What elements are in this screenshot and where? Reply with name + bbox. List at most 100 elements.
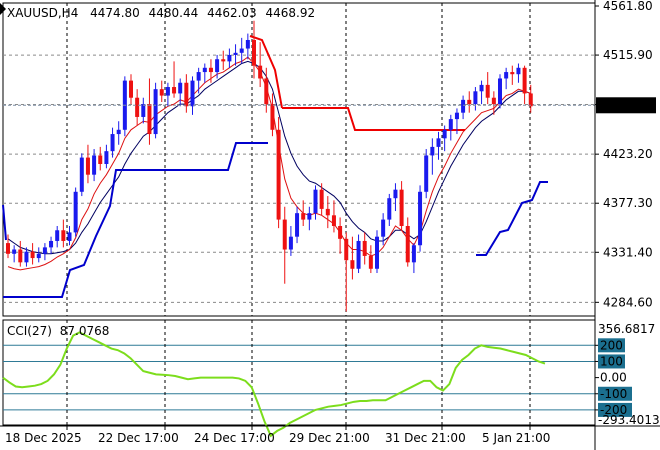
ma-slow-path (7, 60, 531, 255)
candle-body (104, 151, 109, 164)
candle-body (6, 243, 10, 254)
candle-body (313, 189, 318, 214)
candle-body (522, 67, 527, 94)
candle-body (430, 146, 435, 156)
candle-body (375, 236, 379, 269)
close-value: 4468.92 (266, 6, 316, 20)
candle-body (36, 253, 41, 259)
candle-body (528, 93, 533, 107)
candle-body (24, 251, 29, 263)
candle-body (239, 48, 244, 53)
candle-body (301, 213, 306, 220)
candle-body (356, 240, 361, 269)
candle-body (307, 213, 312, 220)
ma-fast-line (7, 56, 531, 271)
candle-body (92, 155, 97, 175)
candle-body (79, 157, 84, 192)
candle-body (202, 67, 207, 73)
candle-body (276, 129, 281, 220)
stop-red-line-upper (249, 35, 283, 109)
candle-body (325, 208, 330, 216)
candle-body (252, 39, 256, 66)
cci-header: CCI(27) 87.0768 (7, 324, 109, 338)
candle-body (338, 225, 343, 239)
candle-body (442, 129, 447, 139)
cci-max-label: 356.6817 (598, 322, 655, 336)
cci-level-tag (598, 386, 632, 401)
price-tick-label: 4377.30 (603, 196, 653, 210)
candle-body (516, 67, 521, 75)
candle-body (110, 134, 115, 152)
candle-body (424, 155, 429, 192)
stop-blue-line-recent (476, 181, 548, 256)
candle-body (362, 240, 367, 256)
candle-body (55, 230, 60, 241)
candle-body (485, 84, 490, 98)
cci-path (2, 331, 546, 438)
candle-body (73, 191, 78, 233)
candle-body (42, 247, 47, 254)
candle-body (405, 225, 410, 263)
cci-level-tag (598, 402, 632, 417)
cci-grid (3, 320, 595, 425)
cci-level-label: -100 (600, 387, 627, 401)
candle-body (461, 99, 466, 113)
candle-body (233, 52, 238, 55)
time-tick-label: 22 Dec 17:00 (98, 431, 179, 445)
candle-body (368, 255, 373, 269)
current-price-tag (596, 97, 656, 114)
candle-body (178, 82, 183, 94)
candle-body (331, 215, 336, 226)
candle-body (129, 80, 133, 98)
stop-blue-line (3, 142, 268, 298)
candle-body (387, 198, 392, 220)
price-pane (2, 2, 596, 317)
candle-body (159, 89, 164, 96)
candle-body (393, 189, 398, 199)
candle-body (116, 129, 121, 135)
high-value: 4480.44 (149, 6, 199, 20)
candle-body (264, 78, 269, 105)
candle-body (49, 240, 54, 248)
cci-level-tag (598, 338, 625, 353)
candle-body (479, 84, 484, 92)
open-value: 4474.80 (90, 6, 140, 20)
price-tick-label: 4515.90 (603, 48, 653, 62)
stop-lines (2, 35, 548, 298)
candle-body (491, 97, 496, 105)
candle-body (399, 189, 404, 226)
candle-body (504, 72, 509, 79)
candle-body (473, 91, 478, 105)
candle-body (227, 54, 232, 62)
cci-level-label: 0.00 (600, 371, 627, 385)
ma-fast-path (7, 56, 531, 271)
candle-body (411, 245, 416, 263)
time-tick-label: 18 Dec 2025 (5, 431, 82, 445)
candle-body (208, 67, 213, 73)
candle-body (381, 219, 386, 237)
header-triangle-icon (0, 3, 6, 15)
candle-body (165, 87, 170, 96)
candle-body (18, 249, 23, 263)
candle-body (12, 249, 17, 254)
candle-body (295, 213, 300, 237)
current-price-label: 4468.92 (599, 98, 649, 112)
candle-body (184, 82, 189, 107)
candles (6, 20, 533, 312)
time-tick-label: 29 Dec 21:00 (289, 431, 370, 445)
candle-body (221, 59, 226, 62)
candle-body (147, 104, 152, 135)
candle-body (498, 78, 502, 105)
cci-level-label: 200 (600, 338, 623, 352)
price-axis: 4561.804515.904469.604423.204377.304331.… (595, 0, 656, 309)
candle-body (282, 219, 287, 250)
candle-body (350, 260, 355, 269)
symbol-name: XAUUSD,H4 (7, 6, 78, 20)
candle-body (245, 39, 250, 49)
cci-level-label: -200 (600, 403, 627, 417)
candle-body (141, 104, 146, 117)
candle-body (467, 99, 472, 105)
candle-body (454, 112, 459, 120)
